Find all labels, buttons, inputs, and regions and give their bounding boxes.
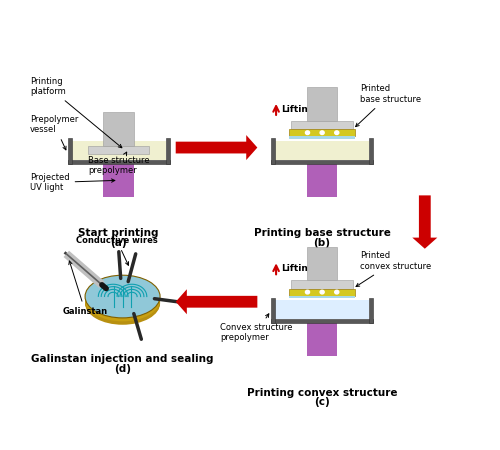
Bar <box>289 129 356 136</box>
Text: (a): (a) <box>110 238 127 248</box>
Ellipse shape <box>85 275 160 318</box>
Text: Galinstan injection and sealing: Galinstan injection and sealing <box>32 354 214 364</box>
Text: Printing base structure: Printing base structure <box>254 228 390 238</box>
Bar <box>307 247 338 280</box>
Bar <box>289 136 356 139</box>
Bar <box>307 323 338 356</box>
Bar <box>292 121 353 129</box>
Bar <box>307 87 338 121</box>
Ellipse shape <box>85 276 160 319</box>
Bar <box>271 160 374 163</box>
Circle shape <box>334 131 339 135</box>
Circle shape <box>320 290 324 294</box>
Ellipse shape <box>85 279 160 322</box>
Text: Start printing: Start printing <box>78 228 159 238</box>
Bar <box>289 296 356 298</box>
Bar <box>104 163 134 197</box>
Ellipse shape <box>85 278 160 320</box>
Text: Convex structure
prepolymer: Convex structure prepolymer <box>220 314 292 342</box>
Bar <box>275 300 369 319</box>
Text: Projected
UV light: Projected UV light <box>30 173 115 192</box>
Text: Printed
convex structure: Printed convex structure <box>356 252 431 287</box>
Bar <box>68 160 170 163</box>
Text: Lifting: Lifting <box>281 105 314 114</box>
Ellipse shape <box>85 279 160 321</box>
Ellipse shape <box>85 281 160 324</box>
Bar <box>271 298 275 323</box>
Circle shape <box>320 131 324 135</box>
Text: (d): (d) <box>114 364 131 374</box>
Text: Lifting: Lifting <box>281 264 314 273</box>
Bar <box>271 319 374 323</box>
Text: (c): (c) <box>314 397 330 407</box>
Bar <box>275 141 369 160</box>
Ellipse shape <box>85 277 160 320</box>
Text: (b): (b) <box>314 238 330 248</box>
Bar <box>166 139 170 163</box>
Ellipse shape <box>85 282 160 325</box>
Circle shape <box>306 131 310 135</box>
Bar <box>88 146 150 154</box>
Bar <box>369 139 374 163</box>
Circle shape <box>334 290 339 294</box>
Ellipse shape <box>85 280 160 323</box>
Bar <box>292 280 353 288</box>
Text: Printing convex structure: Printing convex structure <box>247 388 398 398</box>
Text: Printing
platform: Printing platform <box>30 77 122 148</box>
Bar <box>289 288 356 296</box>
Circle shape <box>306 290 310 294</box>
Bar <box>271 139 275 163</box>
Text: Galinstan: Galinstan <box>62 261 108 315</box>
Text: Prepolymer
vessel: Prepolymer vessel <box>30 115 78 150</box>
Bar <box>307 163 338 197</box>
Text: Printed
base structure: Printed base structure <box>356 85 421 126</box>
Bar <box>68 139 72 163</box>
Bar <box>104 112 134 146</box>
Bar <box>369 298 374 323</box>
Text: Conductive wires: Conductive wires <box>76 236 158 266</box>
Text: Base structure
prepolymer: Base structure prepolymer <box>88 152 150 176</box>
Bar <box>72 141 166 160</box>
